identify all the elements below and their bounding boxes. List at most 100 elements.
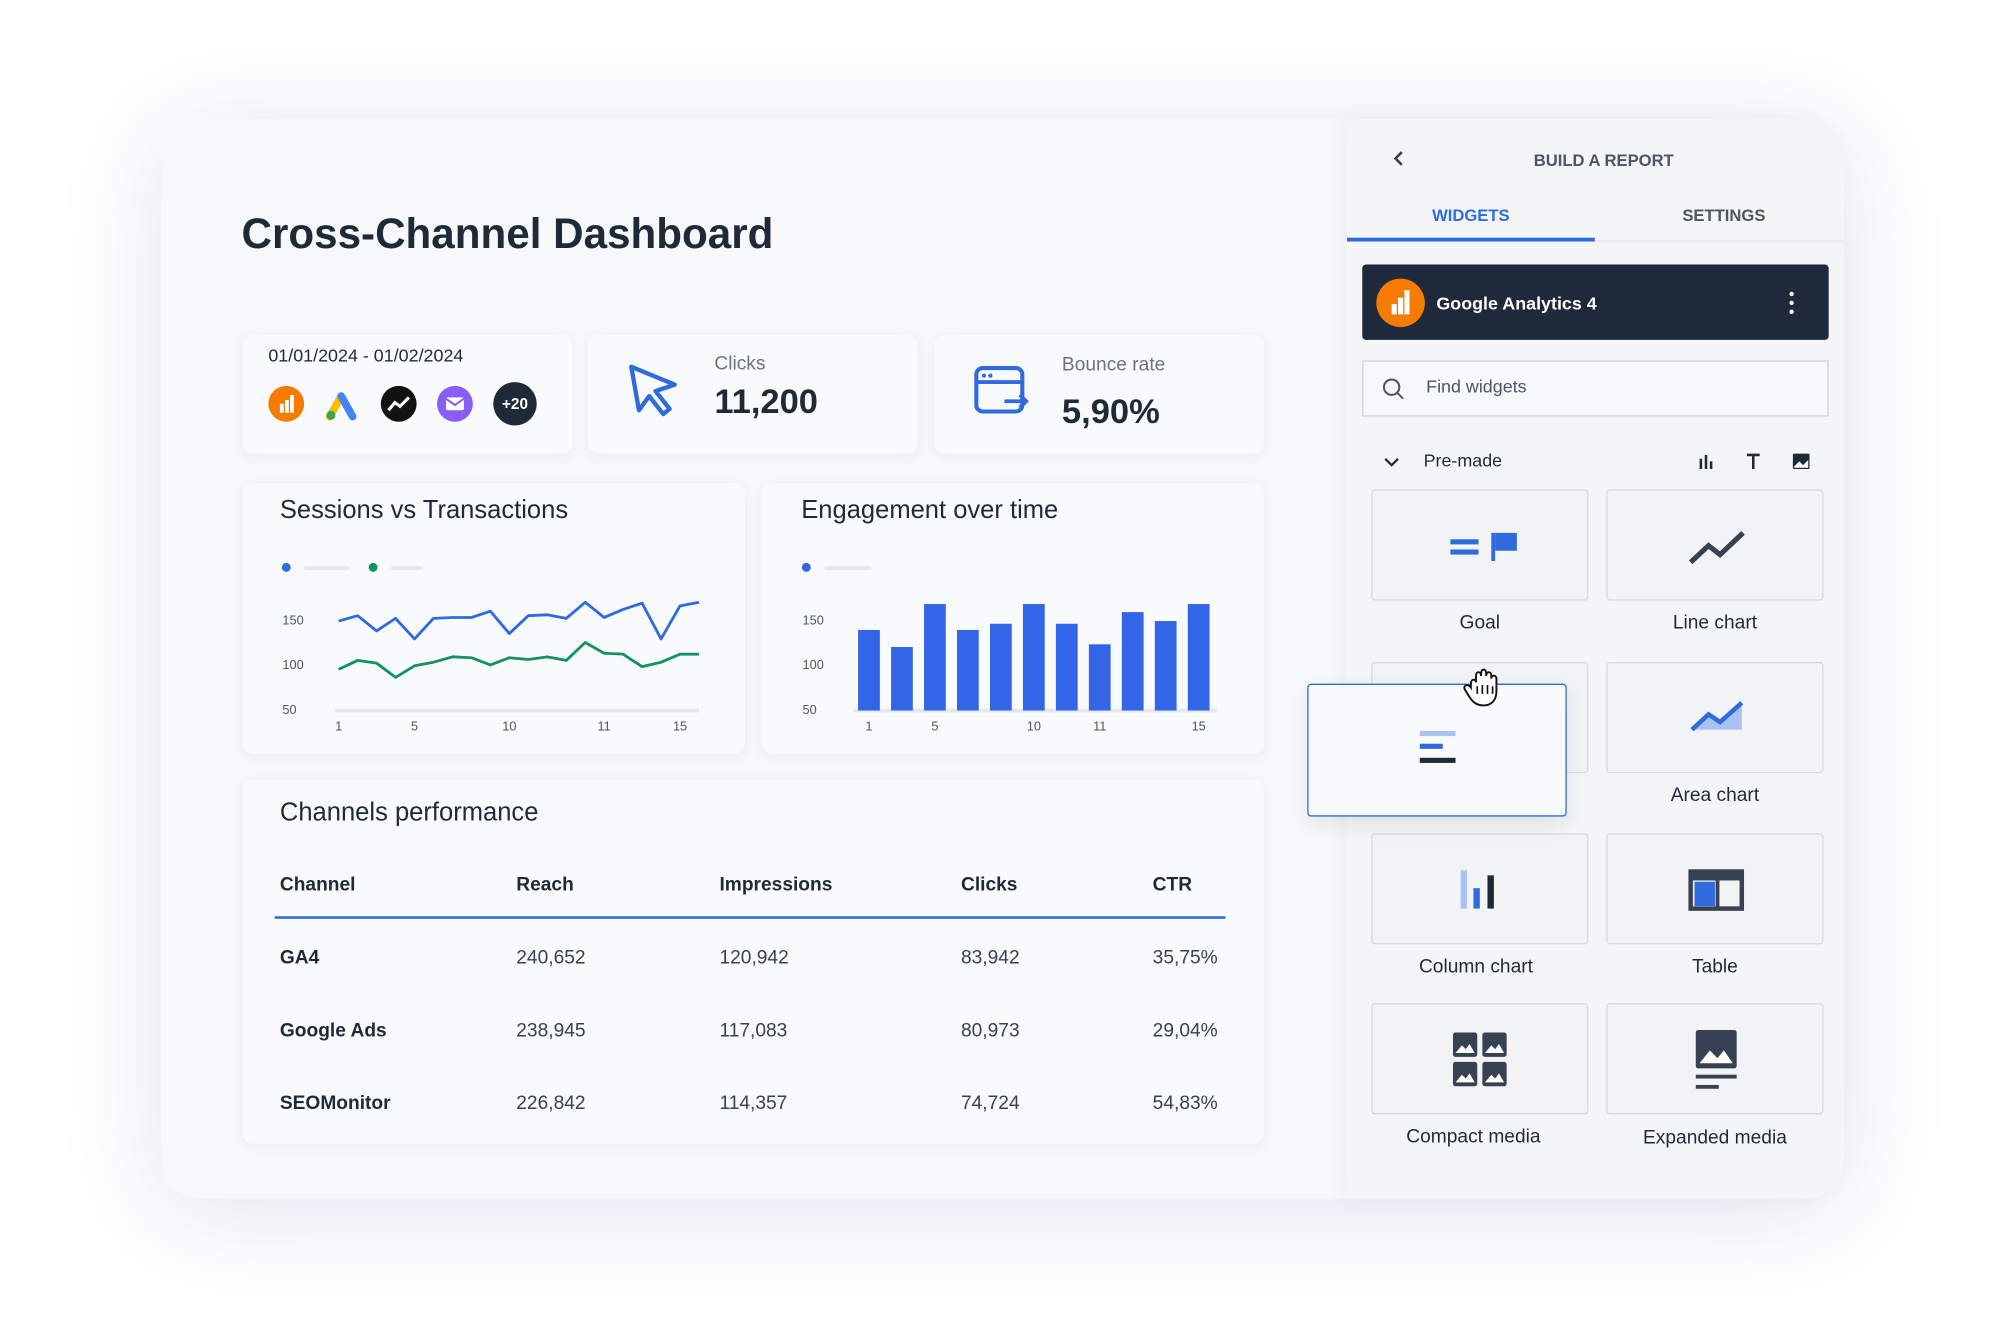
bar [1088,644,1111,711]
legend-marker [801,562,811,572]
dashboard-title: Cross-Channel Dashboard [241,209,774,257]
y-tick-label: 150 [803,612,824,627]
more-sources[interactable]: +20 [493,382,537,426]
y-tick-label: 100 [282,657,303,672]
browser-icon [974,365,1029,414]
table-cell: 120,942 [719,946,789,969]
chart-title: Sessions vs Transactions [280,496,568,524]
x-tick-label: 15 [1192,719,1206,734]
x-tick-label: 11 [1093,719,1106,734]
widget-label: Line chart [1672,612,1758,634]
table-cell: 240,652 [516,946,586,969]
table-cell: GA4 [279,946,320,969]
y-tick-label: 50 [282,702,296,717]
table-cell: 238,945 [516,1019,586,1042]
x-tick-label: 1 [865,719,872,734]
widget-tile[interactable] [1606,661,1824,774]
tab-indicator [1346,237,1595,242]
tab[interactable]: WIDGETS [1432,205,1510,225]
kpi-label: Clicks [714,352,766,375]
cursor-icon [629,364,677,417]
bar [858,630,880,711]
date-range[interactable]: 01/01/2024 - 01/02/2024 [268,345,464,366]
source-name: Google Analytics 4 [1436,292,1597,314]
table-header: Clicks [960,874,1018,896]
widget-tile[interactable] [1606,833,1824,945]
widget-label: Table [1692,955,1738,978]
section-title: Pre-made [1423,449,1503,471]
bar [1187,604,1210,711]
tab-divider [1346,240,1845,242]
legend-marker [281,562,291,572]
legend-placeholder [304,566,351,570]
more-menu[interactable] [1784,290,1799,316]
table-cell: 74,724 [960,1092,1020,1115]
kpi-label: Bounce rate [1061,353,1166,376]
widget-tile[interactable] [1371,833,1589,945]
widget-tile[interactable] [1371,1003,1589,1115]
dragged-widget[interactable] [1307,683,1567,817]
table-cell: 117,083 [719,1019,788,1042]
widget-tile[interactable] [1606,1003,1824,1115]
widget-tile[interactable] [1606,489,1824,601]
kpi-value: 5,90% [1061,392,1160,431]
x-tick-label: 10 [1027,719,1041,734]
source-selector[interactable] [1362,264,1829,340]
table-cell: 80,973 [960,1019,1020,1042]
table-cell: 114,357 [719,1092,788,1115]
legend-marker [368,562,378,572]
x-tick-label: 5 [931,719,938,734]
kpi-card [587,334,918,454]
table-card [242,779,1264,1144]
table-cell: 226,842 [516,1092,586,1115]
bar [957,630,979,711]
table-header-rule [274,916,1226,919]
x-tick-label: 15 [673,719,687,734]
source-icon [1376,278,1425,328]
legend-placeholder [824,566,872,570]
table-header: Impressions [719,874,833,896]
bar [989,623,1012,711]
table-header: Channel [279,874,356,896]
source-icon [268,385,305,422]
kpi-value: 11,200 [714,382,818,421]
source-icon [380,385,417,422]
search-box[interactable] [1362,360,1829,417]
x-tick-label: 5 [411,719,418,734]
widget-tile[interactable] [1371,489,1589,601]
table-header: CTR [1152,874,1193,896]
x-tick-label: 11 [598,719,611,734]
y-tick-label: 50 [803,702,817,717]
search-placeholder: Find widgets [1426,375,1527,397]
table-cell: 83,942 [960,946,1020,969]
widget-label: Area chart [1670,784,1760,807]
table-cell: 29,04% [1152,1019,1218,1042]
kpi-card [934,334,1264,454]
table-title: Channels performance [279,798,539,827]
filter-icons[interactable] [1697,451,1815,471]
section-toggle[interactable] [1381,451,1401,471]
bar [1121,612,1144,711]
search-icon [1382,378,1404,400]
y-tick-label: 150 [282,612,303,627]
source-icon [437,385,473,422]
table-cell: 54,83% [1152,1092,1218,1115]
y-tick-label: 100 [803,657,824,672]
table-header: Reach [516,874,574,896]
widget-label: Column chart [1418,955,1533,978]
bar [924,604,946,711]
tab[interactable]: SETTINGS [1682,205,1766,225]
back-button[interactable] [1389,148,1409,168]
bar [1022,604,1045,711]
table-cell: 35,75% [1152,946,1218,969]
widget-label: Compact media [1406,1125,1541,1148]
x-tick-label: 10 [502,719,516,734]
source-icon [325,386,361,422]
line-series [338,641,700,679]
table-cell: SEOMonitor [279,1092,391,1115]
line-series [338,600,700,641]
grab-cursor [1463,668,1498,707]
